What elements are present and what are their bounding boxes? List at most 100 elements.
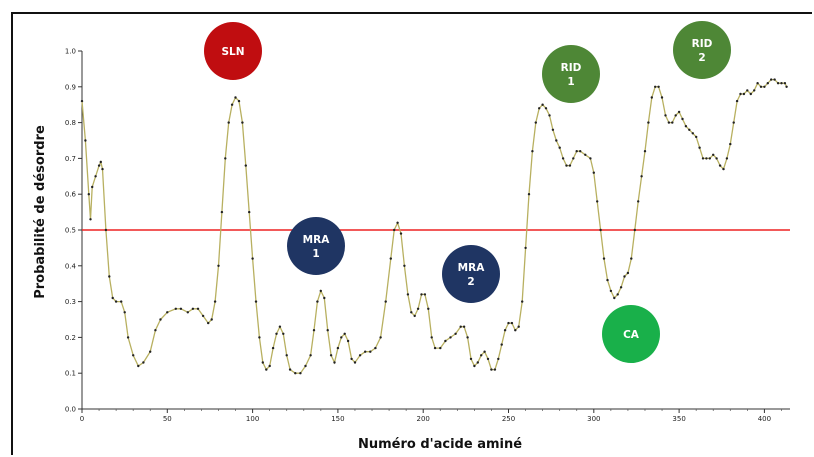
data-point	[316, 300, 319, 303]
y-tick-label: 0.3	[65, 298, 76, 306]
data-point	[674, 114, 677, 117]
region-badge-mra1: MRA 1	[287, 217, 345, 275]
badge-circle	[673, 21, 731, 79]
data-point	[132, 354, 135, 357]
data-point	[423, 293, 427, 296]
chart-frame	[11, 12, 812, 455]
data-point	[213, 300, 217, 303]
data-point	[480, 354, 483, 357]
data-point	[466, 336, 469, 339]
data-point	[389, 257, 392, 260]
data-point	[406, 293, 410, 296]
data-point	[99, 160, 103, 164]
data-point	[340, 336, 343, 339]
data-point	[476, 361, 479, 364]
data-point	[695, 135, 698, 139]
data-point	[154, 329, 157, 332]
data-point	[469, 357, 473, 361]
data-point	[735, 99, 739, 103]
data-point	[548, 114, 551, 117]
data-point	[785, 85, 788, 89]
data-point	[497, 357, 500, 361]
data-point	[393, 228, 396, 232]
region-badge-rid1: RID 1	[542, 45, 600, 103]
data-point	[490, 368, 493, 371]
data-point	[650, 96, 653, 99]
data-point	[647, 121, 650, 124]
data-point	[374, 346, 377, 350]
data-point	[108, 275, 111, 278]
data-point	[275, 332, 278, 335]
data-point	[599, 228, 602, 232]
data-point	[304, 364, 307, 368]
y-tick-label: 0.7	[65, 155, 76, 163]
y-axis-title: Probabilité de désordre	[33, 125, 48, 299]
badge-label: MRA	[458, 262, 486, 274]
y-tick-label: 0.2	[65, 334, 76, 342]
data-point	[258, 336, 261, 339]
data-point	[462, 325, 466, 328]
data-point	[312, 329, 316, 332]
data-point	[244, 164, 247, 167]
data-point	[483, 350, 486, 353]
data-point	[623, 275, 626, 278]
data-point	[142, 361, 145, 364]
data-point	[606, 278, 609, 282]
data-point	[705, 157, 708, 160]
data-point	[191, 307, 195, 310]
data-point	[319, 289, 322, 293]
data-point	[97, 164, 101, 167]
data-point	[101, 167, 104, 171]
data-point	[227, 121, 230, 124]
region-badge-mra2: MRA 2	[442, 245, 500, 303]
data-point	[254, 300, 258, 303]
data-point	[534, 121, 537, 124]
data-point	[568, 164, 572, 167]
data-point	[688, 128, 691, 131]
data-point	[558, 146, 561, 149]
data-point	[746, 89, 749, 92]
data-point	[234, 96, 237, 99]
data-point	[210, 318, 213, 321]
data-point	[413, 314, 416, 318]
data-point	[584, 153, 587, 156]
data-point	[626, 271, 630, 275]
y-tick-label: 0.0	[65, 406, 76, 414]
data-point	[544, 107, 548, 110]
data-point	[643, 150, 647, 153]
x-tick-label: 100	[246, 415, 259, 423]
data-point	[776, 82, 780, 85]
data-point	[756, 82, 759, 85]
data-point	[640, 175, 643, 178]
y-tick-label: 1.0	[65, 48, 76, 56]
data-point	[510, 321, 514, 325]
data-point	[701, 157, 705, 160]
x-tick-label: 350	[672, 415, 685, 423]
data-point	[336, 346, 340, 350]
data-point	[630, 257, 633, 260]
data-point	[561, 157, 565, 160]
data-point	[309, 354, 312, 357]
badge-label: CA	[623, 329, 640, 341]
data-point	[399, 232, 403, 235]
badge-circle	[287, 217, 345, 275]
data-point	[196, 307, 200, 310]
data-point	[531, 150, 534, 153]
data-point	[323, 296, 326, 300]
data-point	[541, 103, 544, 106]
y-tick-label: 0.1	[65, 370, 76, 378]
data-point	[770, 78, 773, 81]
data-point	[657, 85, 660, 89]
data-point	[179, 307, 183, 310]
data-point	[123, 311, 126, 314]
data-point	[493, 368, 497, 371]
data-point	[201, 314, 205, 318]
data-point	[410, 311, 413, 314]
data-point	[759, 85, 763, 89]
data-point	[207, 321, 210, 325]
region-badge-sln: SLN	[204, 22, 262, 80]
badge-circle	[602, 305, 660, 363]
badge-circle	[542, 45, 600, 103]
data-point	[486, 357, 490, 361]
